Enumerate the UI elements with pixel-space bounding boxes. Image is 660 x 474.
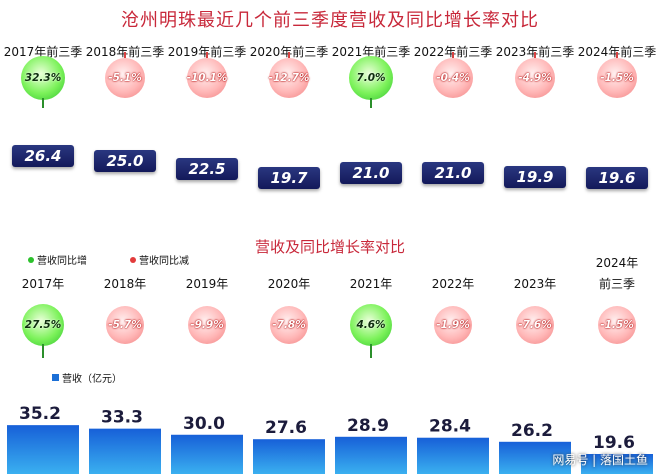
revenue-bar <box>417 437 489 474</box>
growth-bubble: -1.5% <box>597 58 637 98</box>
growth-bubble: 32.3% <box>21 56 65 100</box>
growth-stem <box>42 98 44 108</box>
x-tick-label: 2023年 <box>513 277 557 291</box>
x-tick-label: 2021年前三季 <box>331 45 411 59</box>
growth-bubble: -5.7% <box>106 306 144 344</box>
revenue-bar <box>7 425 79 474</box>
growth-bubble: 27.5% <box>22 304 64 346</box>
growth-bubble: -5.1% <box>105 58 145 98</box>
growth-bubble: -10.1% <box>187 58 227 98</box>
legend-up-label: 营收同比增 <box>37 256 87 267</box>
growth-stem <box>616 52 618 58</box>
growth-stem <box>42 344 44 358</box>
legend-revenue-square <box>52 374 59 381</box>
growth-stem <box>370 98 372 108</box>
revenue-bar <box>171 434 243 474</box>
legend-down: 营收同比减 <box>130 252 189 267</box>
revenue-bar <box>335 436 407 474</box>
x-tick-label: 2024年 前三季 <box>595 256 639 291</box>
growth-stem <box>124 52 126 58</box>
watermark: 网易号 | 落国土鱼 <box>552 453 648 467</box>
revenue-value-label: 28.9 <box>347 416 389 436</box>
revenue-value-label: 26.2 <box>511 421 553 441</box>
x-tick-label: 2017年前三季 <box>3 45 83 59</box>
growth-bubble: -7.8% <box>270 306 308 344</box>
chart-title-top: 沧州明珠最近几个前三季度营收及同比增长率对比 <box>121 10 539 31</box>
revenue-value-box: 22.5 <box>176 157 238 180</box>
growth-stem <box>452 52 454 58</box>
revenue-value-box: 21.0 <box>340 162 402 185</box>
growth-bubble: -7.6% <box>516 306 554 344</box>
x-tick-label: 2021年 <box>349 277 393 291</box>
growth-bubble: -1.9% <box>434 306 472 344</box>
growth-bubble: -9.9% <box>188 306 226 344</box>
x-tick-label: 2019年 <box>185 277 229 291</box>
revenue-value-label: 33.3 <box>101 408 143 428</box>
growth-bubble: -12.7% <box>269 58 309 98</box>
legend-revenue-label: 营收（亿元） <box>62 374 122 385</box>
revenue-value-box: 21.0 <box>422 162 484 185</box>
growth-bubble: -0.4% <box>433 58 473 98</box>
revenue-value-box: 25.0 <box>94 149 156 172</box>
x-tick-label: 2018年 <box>103 277 147 291</box>
revenue-value-box: 19.6 <box>586 167 648 189</box>
legend-up-dot <box>28 256 34 263</box>
legend-down-label: 营收同比减 <box>139 256 189 267</box>
x-tick-label: 2017年 <box>21 277 65 291</box>
revenue-value-label: 28.4 <box>429 417 471 437</box>
revenue-value-label: 30.0 <box>183 414 225 434</box>
growth-stem <box>534 52 536 58</box>
revenue-bar <box>253 439 325 474</box>
revenue-value-box: 19.7 <box>258 166 320 189</box>
legend-up: 营收同比增 <box>28 252 87 267</box>
revenue-value-box: 19.9 <box>504 166 566 189</box>
revenue-value-label: 27.6 <box>265 418 307 438</box>
legend-revenue: 营收（亿元） <box>52 370 122 385</box>
revenue-value-label: 35.2 <box>19 404 61 424</box>
growth-bubble: -1.5% <box>598 306 636 344</box>
growth-stem <box>370 344 372 358</box>
growth-bubble: -4.9% <box>515 58 555 98</box>
chart-title-bottom: 营收及同比增长率对比 <box>254 238 405 256</box>
x-tick-label: 2020年 <box>267 277 311 291</box>
growth-stem <box>206 52 208 58</box>
growth-bubble: 4.6% <box>350 304 392 346</box>
legend-down-dot <box>130 256 136 263</box>
revenue-value-label: 19.6 <box>593 433 635 453</box>
growth-stem <box>288 52 290 58</box>
revenue-value-box: 26.4 <box>12 145 74 167</box>
growth-bubble: 7.0% <box>349 56 393 100</box>
revenue-bar <box>89 428 161 474</box>
x-tick-label: 2022年 <box>431 277 475 291</box>
